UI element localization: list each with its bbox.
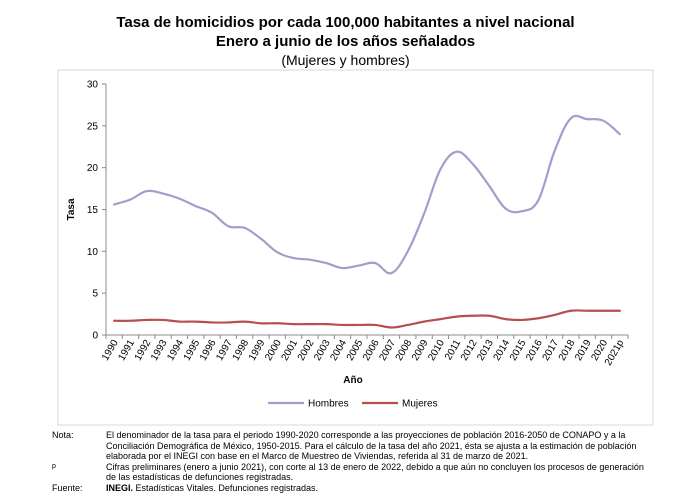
- footnote-text: El denominador de la tasa para el period…: [106, 430, 637, 461]
- y-axis-label: Tasa: [66, 198, 77, 220]
- x-tick-label: 2010: [426, 338, 447, 363]
- x-axis-label: Año: [343, 375, 362, 386]
- footnotes: Nota: El denominador de la tasa para el …: [52, 430, 652, 493]
- footnote-nota: Nota: El denominador de la tasa para el …: [52, 430, 652, 462]
- source-org: INEGI.: [106, 482, 134, 493]
- y-tick-label: 5: [92, 289, 98, 300]
- y-tick-label: 30: [87, 80, 99, 91]
- chart-subtitle: (Mujeres y hombres): [281, 52, 410, 68]
- legend-label-hombres: Hombres: [308, 399, 349, 410]
- chart-frame: [57, 69, 654, 426]
- legend-label-mujeres: Mujeres: [402, 399, 438, 410]
- y-tick-label: 20: [87, 163, 99, 174]
- chart-title-line1: Tasa de homicidios por cada 100,000 habi…: [116, 14, 575, 31]
- y-tick-label: 0: [92, 331, 98, 342]
- y-tick-label: 15: [87, 205, 99, 216]
- footnote-key: Nota:: [52, 430, 74, 440]
- footnote-text: Cifras preliminares (enero a junio 2021)…: [106, 461, 644, 483]
- source-text-wrap: INEGI. Estadísticas Vitales. Defunciones…: [106, 483, 652, 494]
- series-line-mujeres: [113, 309, 621, 329]
- footnote-key: p: [52, 462, 56, 470]
- line-chart: 0510152025301990199119921993199419951996…: [57, 69, 654, 426]
- y-tick-label: 10: [87, 247, 99, 258]
- y-tick-label: 25: [87, 121, 99, 132]
- source-row: Fuente: INEGI. Estadísticas Vitales. Def…: [52, 483, 652, 494]
- source-text: Estadísticas Vitales. Defunciones regist…: [135, 482, 318, 493]
- chart-title-line2: Enero a junio de los años señalados: [215, 33, 476, 50]
- series-line-hombres: [113, 114, 621, 275]
- source-key: Fuente:: [52, 482, 83, 493]
- footnote-preliminary: p Cifras preliminares (enero a junio 202…: [52, 462, 652, 483]
